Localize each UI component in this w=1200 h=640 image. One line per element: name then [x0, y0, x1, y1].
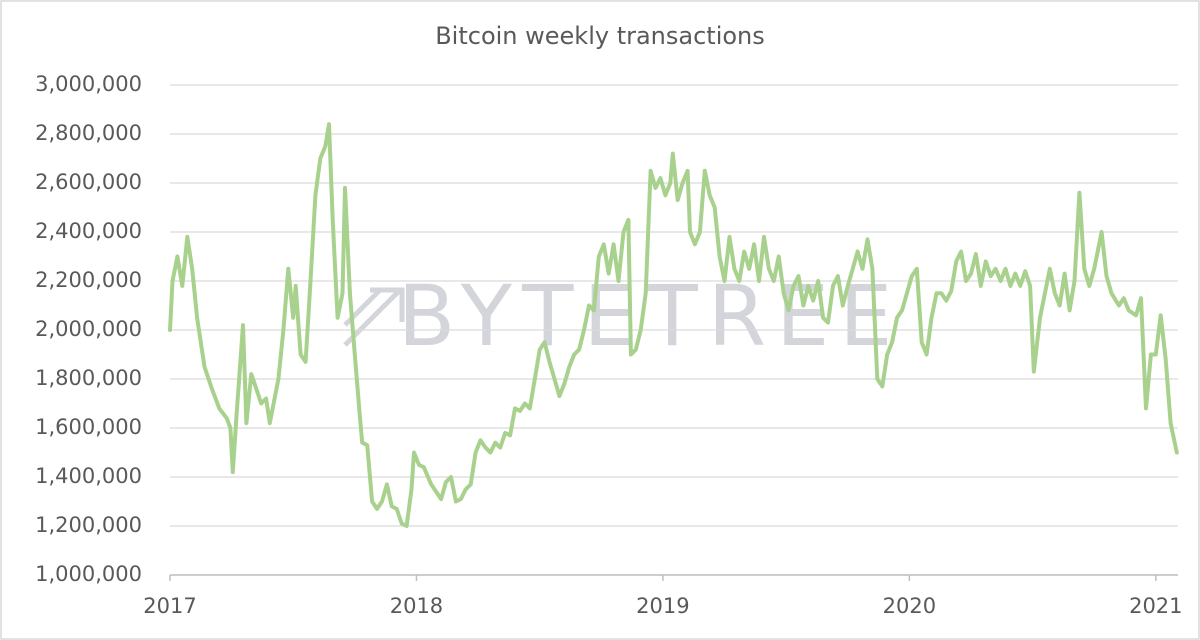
x-tick-label: 2018	[390, 594, 443, 618]
y-tick-label: 1,600,000	[35, 415, 142, 439]
x-tick-label: 2020	[883, 594, 936, 618]
y-tick-label: 3,000,000	[35, 72, 142, 96]
y-tick-label: 2,800,000	[35, 121, 142, 145]
y-tick-label: 2,600,000	[35, 170, 142, 194]
grid	[170, 84, 1178, 576]
y-tick-label: 1,400,000	[35, 464, 142, 488]
y-tick-label: 2,400,000	[35, 219, 142, 243]
y-tick-label: 1,200,000	[35, 513, 142, 537]
x-tick-label: 2019	[636, 594, 689, 618]
watermark: BYTETREE	[398, 267, 903, 365]
chart-title: Bitcoin weekly transactions	[435, 22, 765, 50]
x-tick-label: 2017	[143, 594, 196, 618]
y-tick-label: 2,200,000	[35, 268, 142, 292]
data-line	[168, 122, 1179, 528]
x-tick-label: 2021	[1129, 594, 1182, 618]
y-tick-label: 1,800,000	[35, 366, 142, 390]
y-tick-label: 1,000,000	[35, 562, 142, 586]
y-tick-label: 2,000,000	[35, 317, 142, 341]
